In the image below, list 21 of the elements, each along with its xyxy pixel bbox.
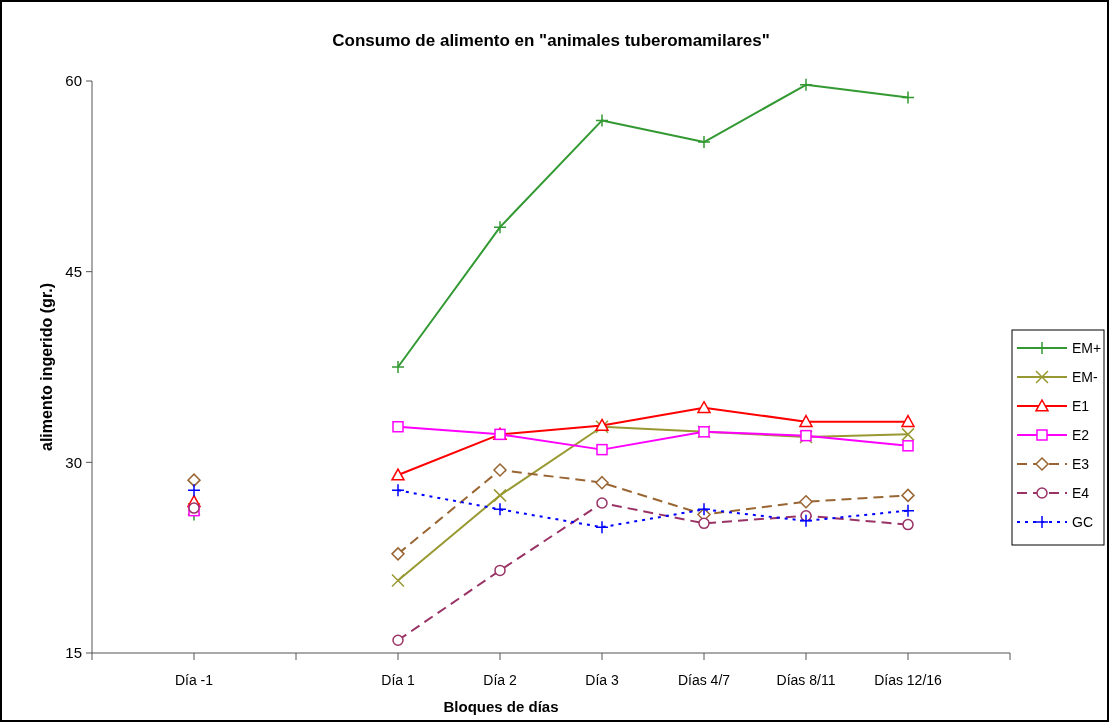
x-axis-title: Bloques de días bbox=[443, 698, 559, 715]
x-tick-label: Día -1 bbox=[174, 672, 214, 688]
legend-label: EM- bbox=[1072, 368, 1098, 385]
y-tick-label: 45 bbox=[65, 262, 82, 280]
legend-label: GC bbox=[1072, 513, 1093, 530]
legend-label: E3 bbox=[1072, 455, 1090, 472]
legend-label: E1 bbox=[1072, 397, 1090, 414]
x-tick-label: Día 2 bbox=[483, 672, 517, 688]
legend-label: EM+ bbox=[1072, 339, 1102, 356]
x-tick-label: Días 4/7 bbox=[677, 672, 731, 688]
x-tick-label: Día 1 bbox=[381, 672, 415, 688]
y-tick-label: 60 bbox=[65, 72, 82, 90]
x-tick-label: Días 8/11 bbox=[776, 672, 836, 688]
y-tick-label: 30 bbox=[65, 453, 82, 471]
legend-label: E2 bbox=[1072, 426, 1090, 443]
chart-title: Consumo de alimento en "animales tuberomamilares" bbox=[332, 31, 770, 50]
legend-label: E4 bbox=[1072, 484, 1090, 501]
y-axis-title: alimento ingerido (gr.) bbox=[38, 282, 55, 452]
y-tick-label: 15 bbox=[65, 644, 82, 662]
x-tick-label: Días 12/16 bbox=[874, 672, 943, 688]
x-tick-label: Día 3 bbox=[585, 672, 619, 688]
